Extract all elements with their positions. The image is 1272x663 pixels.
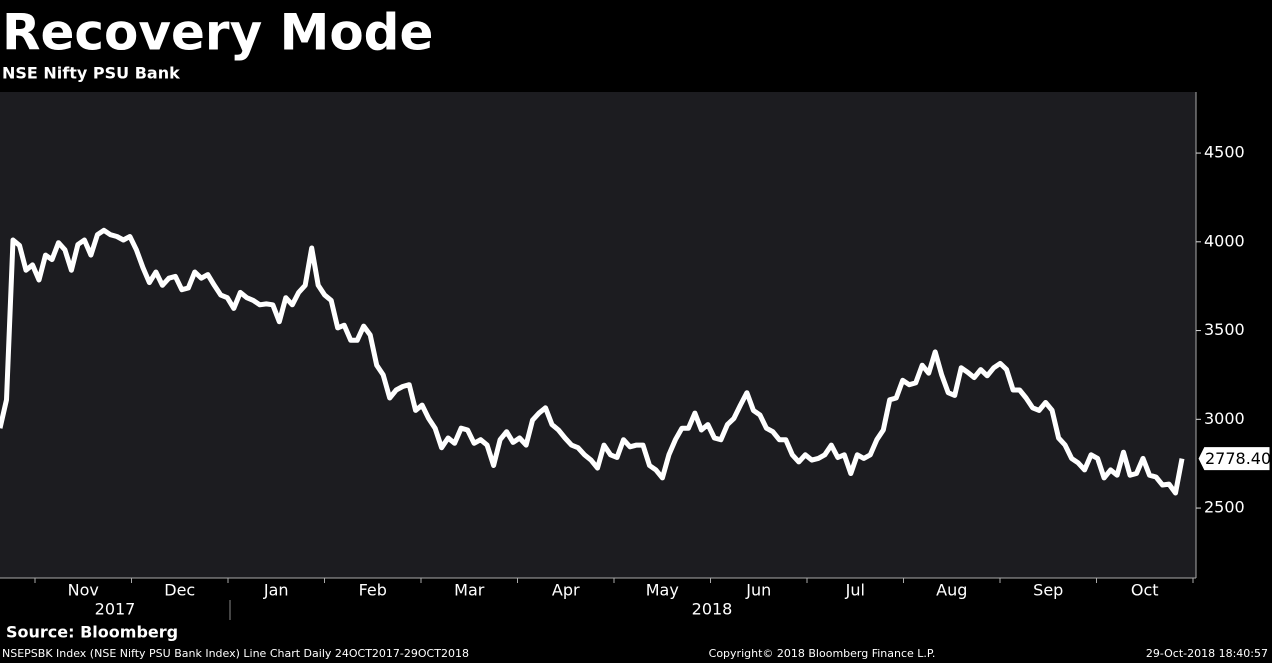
x-tick-label: Sep [1033, 581, 1063, 600]
price-line [0, 227, 1185, 496]
last-value-box [1197, 446, 1271, 472]
y-tick-label: 4000 [1204, 231, 1245, 250]
x-tick-label: Dec [164, 581, 195, 600]
y-tick-label: 3000 [1204, 409, 1245, 428]
footer-left: NSEPSBK Index (NSE Nifty PSU Bank Index)… [2, 647, 469, 660]
x-tick-label: Apr [552, 581, 580, 600]
y-tick-label: 2500 [1204, 498, 1245, 517]
chart-title: Recovery Mode [2, 4, 433, 62]
x-tick-label: Oct [1131, 581, 1159, 600]
source: Source: Bloomberg [6, 623, 178, 642]
x-tick-label: May [646, 581, 679, 600]
x-tick-label: Jul [845, 581, 865, 600]
y-tick-label: 4500 [1204, 143, 1245, 162]
footer-center: Copyright© 2018 Bloomberg Finance L.P. [709, 647, 936, 660]
x-tick-label: Jan [263, 581, 289, 600]
plot-area [0, 92, 1196, 578]
year-label: 2017 [95, 600, 136, 619]
y-tick-label: 3500 [1204, 320, 1245, 339]
chart-subtitle: NSE Nifty PSU Bank [2, 64, 180, 83]
x-tick-label: Aug [936, 581, 967, 600]
x-tick-label: Feb [359, 581, 387, 600]
x-tick-label: Mar [454, 581, 485, 600]
x-tick-label: Nov [68, 581, 99, 600]
footer-right: 29-Oct-2018 18:40:57 [1146, 647, 1268, 660]
year-label: 2018 [692, 600, 733, 619]
last-value-label: 2778.40 [1205, 449, 1271, 468]
x-tick-label: Jun [745, 581, 771, 600]
